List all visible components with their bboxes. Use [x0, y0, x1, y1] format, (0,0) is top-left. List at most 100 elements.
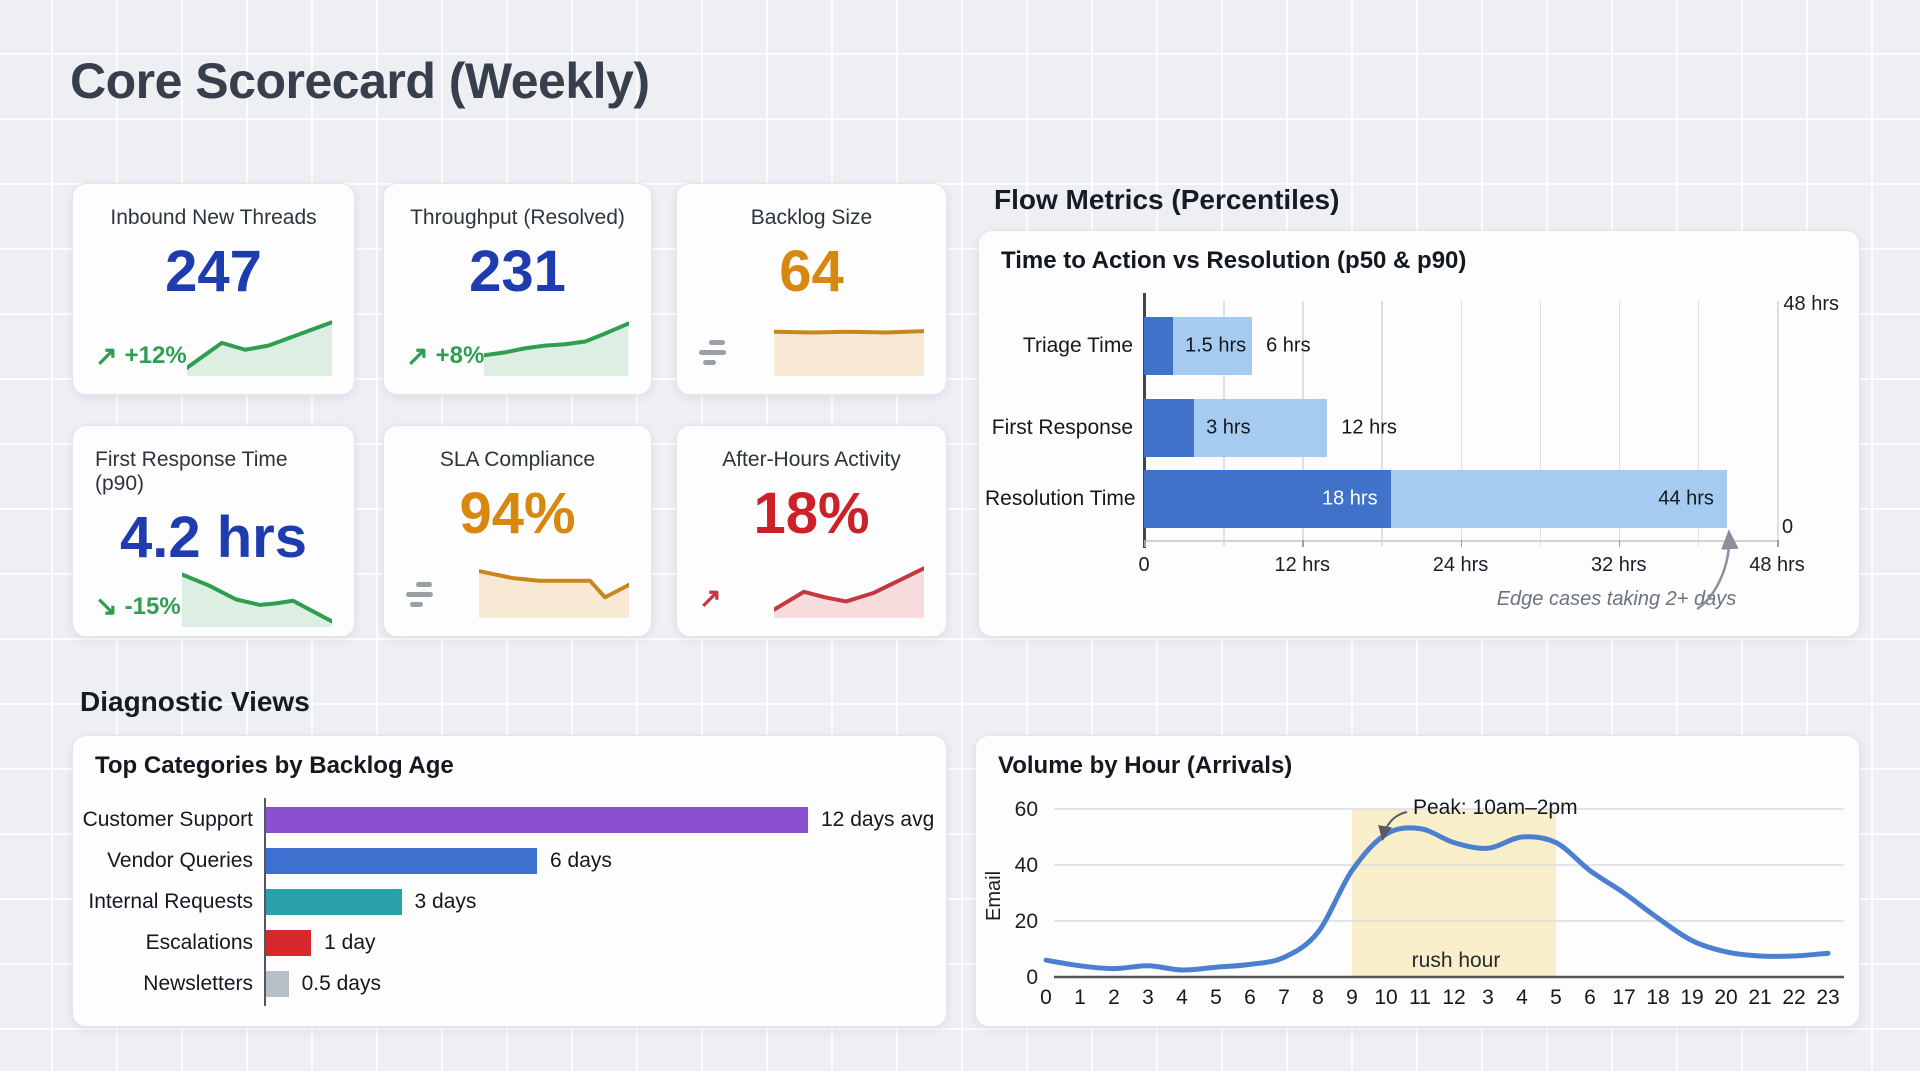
flow-chart-title: Time to Action vs Resolution (p50 & p90) — [1001, 247, 1467, 274]
kpi-label: After-Hours Activity — [722, 448, 901, 471]
volume-x-tick-label: 22 — [1782, 986, 1805, 1009]
page-title: Core Scorecard (Weekly) — [70, 53, 650, 109]
flow-bar-p50 — [1144, 399, 1195, 457]
backlog-chart-title: Top Categories by Backlog Age — [95, 752, 454, 779]
flow-bar-label-p90: 44 hrs — [1658, 487, 1714, 510]
rush-hour-label: rush hour — [1411, 949, 1501, 972]
flow-tick-mark — [1144, 540, 1146, 547]
flow-metrics-card: Time to Action vs Resolution (p50 & p90)… — [978, 230, 1860, 637]
kpi-label: First Response Time (p90) — [95, 448, 288, 495]
flow-bar-label-p90: 12 hrs — [1341, 416, 1397, 439]
flow-gridline — [1697, 301, 1700, 546]
trend-indicator — [406, 578, 433, 618]
flow-tick-label: 48 hrs — [1749, 554, 1805, 576]
trend-down-arrow-icon: ↘ — [95, 591, 118, 622]
flow-bar-label-p50: 3 hrs — [1206, 416, 1251, 439]
volume-y-axis-title: Email — [983, 871, 1005, 921]
kpi-value: 247 — [165, 239, 262, 304]
trend-flat-icon — [699, 339, 726, 373]
volume-y-tick-label: 60 — [1015, 798, 1038, 821]
backlog-bar — [266, 930, 312, 956]
kpi-value: 231 — [469, 239, 566, 304]
flow-gridline — [1618, 301, 1621, 546]
flow-tick-label: 24 hrs — [1432, 554, 1489, 576]
kpi-value: 4.2 hrs — [120, 505, 307, 570]
flow-tick-mark — [1777, 540, 1779, 547]
kpi-value: 94% — [459, 481, 576, 546]
backlog-category-label: Customer Support — [82, 808, 253, 831]
flow-tick-mark — [1460, 540, 1462, 547]
diagnostic-views-heading: Diagnostic Views — [80, 686, 310, 717]
kpi-card-backlog-size: Backlog Size 64 — [676, 183, 947, 395]
flow-bar-p90 — [1390, 470, 1727, 528]
flow-tick-label: 12 hrs — [1274, 554, 1331, 576]
backlog-category-label: Newsletters — [143, 972, 253, 995]
trend-up-arrow-icon: ↗ — [406, 340, 429, 371]
backlog-category-label: Internal Requests — [88, 890, 253, 913]
volume-x-tick-label: 3 — [1142, 986, 1154, 1009]
volume-x-tick-label: 6 — [1244, 986, 1256, 1009]
volume-chart-plot: 0 20 40 60 Email 0 1 2 3 4 5 6 7 8 9 10 11 12 3 4 5 6 17 18 19 20… — [976, 736, 1859, 1026]
flow-chart-plot: 0 12 hrs 24 hrs 32 hrs 48 hrs 1.5 hrs 6 hrs 3 h… — [1138, 293, 1805, 576]
annotation-arrow-icon — [1696, 529, 1739, 611]
flow-category-label: First Response — [991, 416, 1133, 439]
trend-up-arrow-icon: ↗ — [699, 582, 722, 613]
flow-bar-p50 — [1144, 470, 1391, 528]
flow-bar-label-p90: 6 hrs — [1266, 334, 1311, 357]
flow-annotation-text: Edge cases taking 2+ days — [1496, 588, 1737, 610]
volume-x-tick-label: 0 — [1040, 986, 1052, 1009]
flow-tick-label: 0 — [1138, 554, 1150, 576]
volume-by-hour-card: Volume by Hour (Arrivals) 0 20 40 60 Email 0 1… — [975, 735, 1860, 1027]
volume-y-tick-label: 20 — [1015, 910, 1038, 933]
flow-tick-mark — [1302, 540, 1304, 547]
flow-gridline — [1777, 301, 1779, 546]
volume-x-tick-label: 20 — [1714, 986, 1737, 1009]
flow-bar-row: 3 hrs 12 hrs — [1144, 399, 1777, 457]
flow-corner-label: 48 hrs — [1783, 293, 1839, 315]
kpi-label: SLA Compliance — [439, 448, 596, 471]
volume-x-tick-label: 5 — [1210, 986, 1222, 1009]
sparkline-chart — [186, 318, 332, 376]
backlog-age-card: Top Categories by Backlog Age Customer S… — [72, 735, 947, 1027]
trend-percent: -15% — [124, 592, 181, 620]
volume-x-tick-label: 10 — [1374, 986, 1397, 1009]
backlog-chart-plot: Customer Support 12 days avg Vendor Querie… — [73, 736, 946, 1026]
flow-gridline — [1381, 301, 1383, 546]
volume-x-tick-label: 19 — [1680, 986, 1703, 1009]
flow-metrics-heading: Flow Metrics (Percentiles) — [994, 184, 1340, 215]
volume-x-tick-label: 4 — [1176, 986, 1188, 1009]
backlog-value-label: 0.5 days — [301, 972, 381, 995]
flow-bar-row: 18 hrs 44 hrs — [1144, 470, 1777, 528]
sparkline-chart — [484, 318, 629, 376]
kpi-label: Inbound New Threads — [110, 206, 317, 229]
backlog-category-label: Escalations — [145, 931, 253, 954]
volume-x-tick-label: 23 — [1816, 986, 1839, 1009]
flow-bar-label-p50: 1.5 hrs — [1185, 334, 1247, 357]
backlog-category-label: Vendor Queries — [107, 849, 253, 872]
sparkline-chart — [479, 560, 629, 618]
backlog-value-label: 12 days avg — [821, 808, 935, 831]
volume-x-tick-label: 17 — [1612, 986, 1635, 1009]
kpi-card-throughput: Throughput (Resolved) 231 ↗ +8% — [383, 183, 652, 395]
volume-x-tick-label: 8 — [1312, 986, 1324, 1009]
backlog-value-label: 3 days — [414, 890, 477, 913]
volume-x-tick-label: 11 — [1409, 986, 1431, 1009]
volume-x-tick-label: 4 — [1516, 986, 1528, 1009]
trend-indicator: ↘ -15% — [95, 587, 181, 627]
volume-y-tick-label: 40 — [1015, 854, 1038, 877]
flow-axis-end-label: 0 — [1782, 516, 1794, 538]
volume-x-tick-label: 7 — [1278, 986, 1290, 1009]
sparkline-chart — [774, 318, 924, 376]
kpi-card-sla-compliance: SLA Compliance 94% — [383, 425, 652, 637]
volume-x-tick-label: 9 — [1346, 986, 1358, 1009]
volume-x-tick-label: 3 — [1482, 986, 1494, 1009]
backlog-y-axis-line — [264, 798, 266, 1006]
flow-gridline — [1539, 301, 1542, 546]
backlog-bar — [266, 848, 537, 874]
volume-y-tick-label: 0 — [1026, 966, 1038, 989]
kpi-label: Throughput (Resolved) — [410, 206, 625, 229]
flow-gridline — [1460, 301, 1462, 546]
kpi-card-after-hours-activity: After-Hours Activity 18% ↗ — [676, 425, 947, 637]
